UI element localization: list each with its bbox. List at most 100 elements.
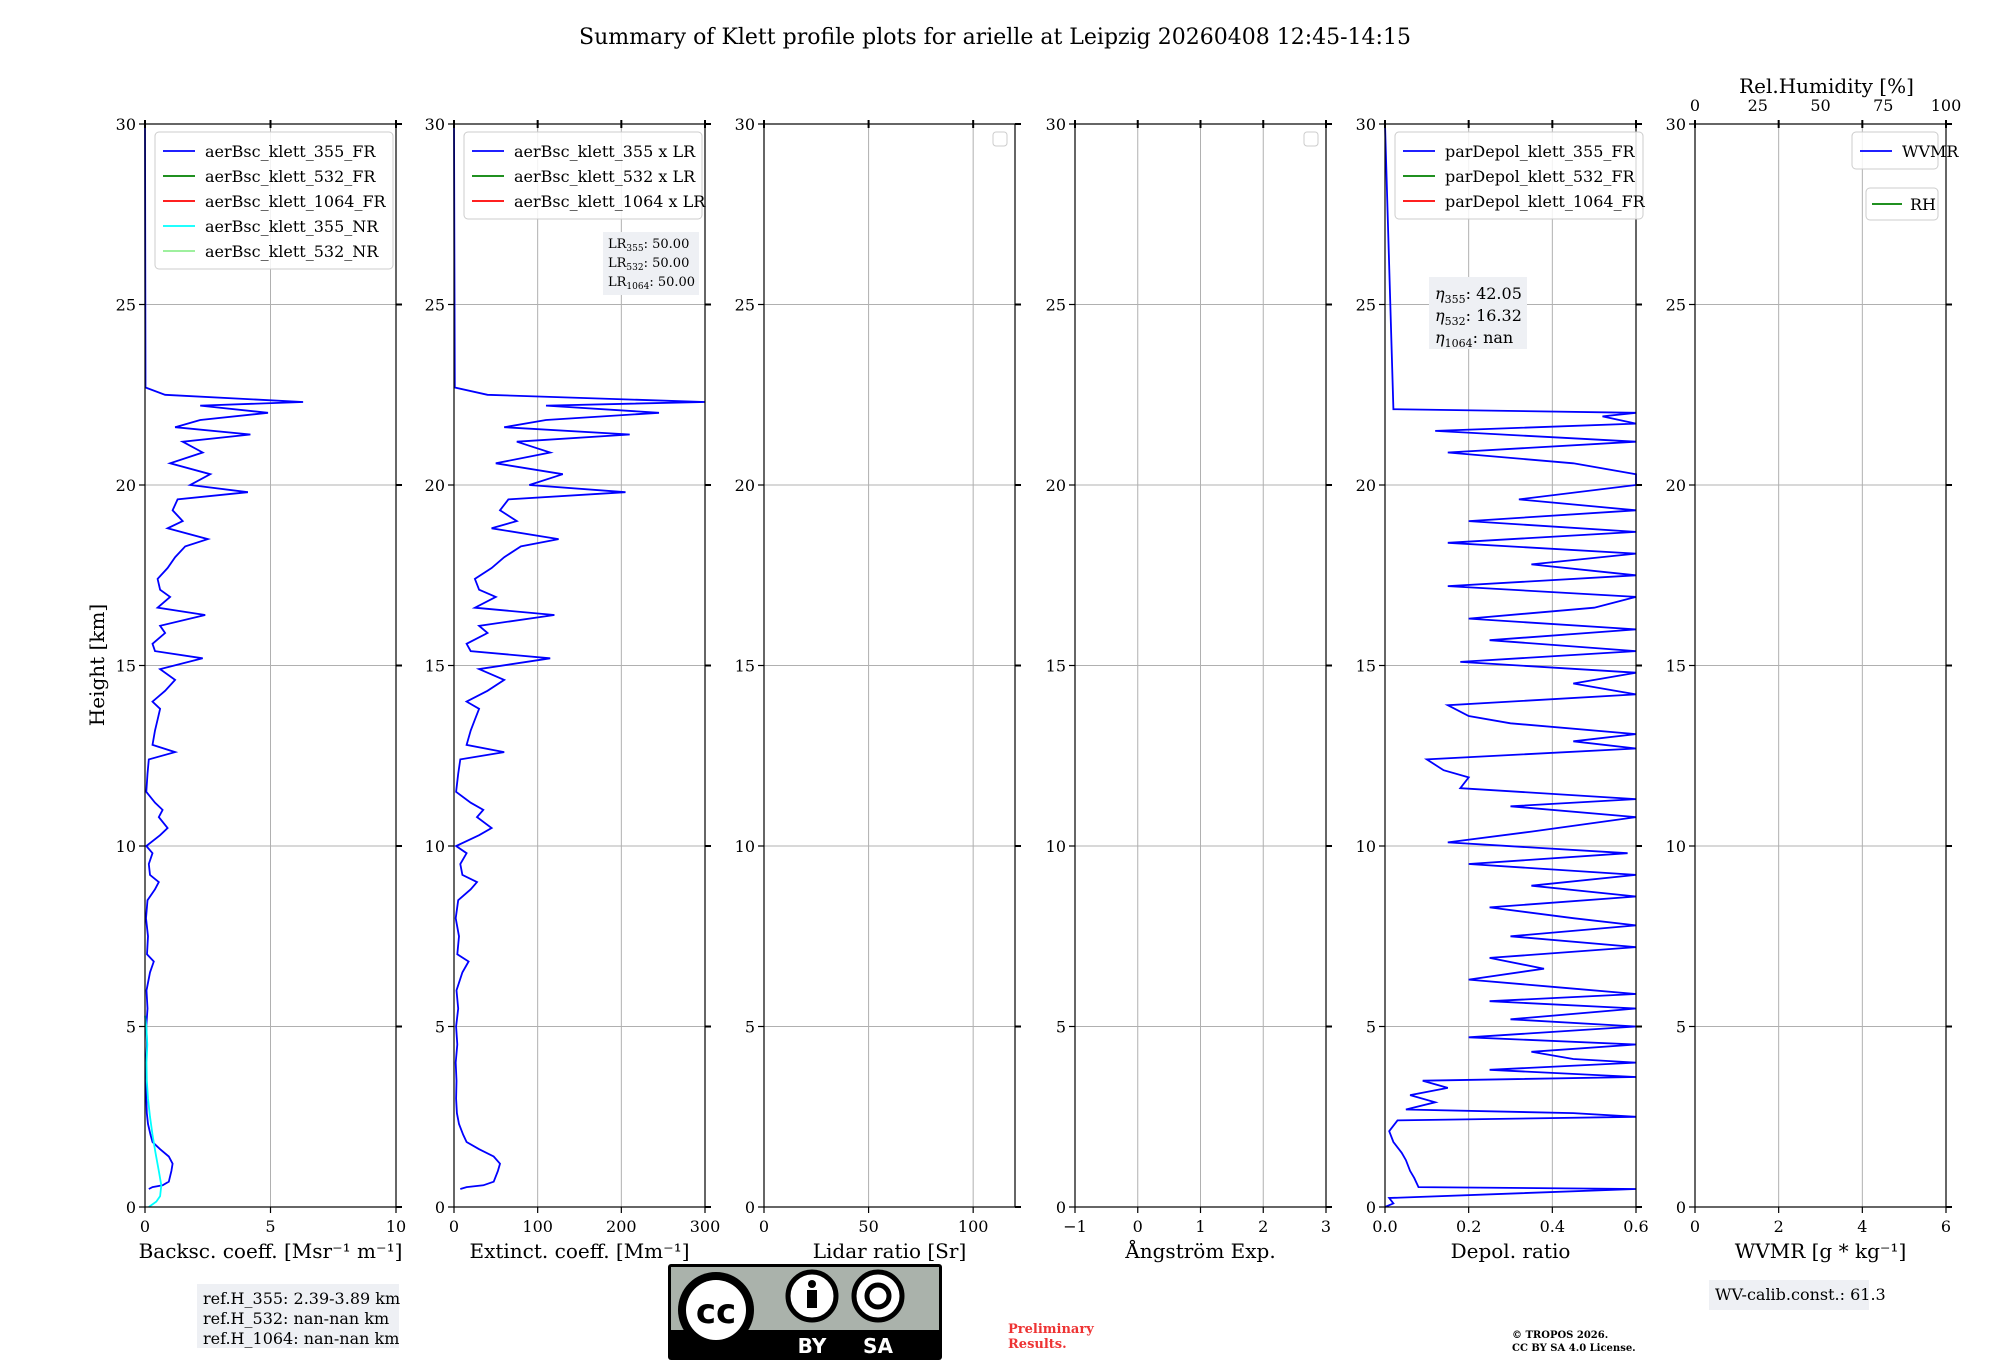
x-axis-label: Depol. ratio <box>1451 1239 1571 1263</box>
y-tick-label: 15 <box>1046 657 1066 676</box>
y-tick-label: 25 <box>1356 296 1376 315</box>
y-tick-label: 10 <box>1356 837 1376 856</box>
empty-legend-box <box>992 131 1008 147</box>
top-x-tick-label: 75 <box>1873 96 1893 115</box>
y-tick-label: 30 <box>735 115 755 134</box>
eta-annotation-box <box>1429 277 1527 349</box>
preliminary-results-line1: Preliminary <box>1008 1322 1094 1337</box>
legend: aerBsc_klett_355 x LR aerBsc_klett_532 x … <box>463 131 706 220</box>
cc-by-sa-license-badge: cc BY SA <box>668 1264 942 1360</box>
series-aerBsc_klett_355_FR <box>144 123 304 1190</box>
legend-entry: aerBsc_klett_355 x LR <box>514 142 696 161</box>
legend-entry: aerBsc_klett_532 x LR <box>514 167 696 186</box>
y-tick-label: 5 <box>1366 1018 1376 1037</box>
series-parDepol_klett_355_FR <box>1384 123 1637 1208</box>
x-tick-label: 0.2 <box>1456 1217 1481 1236</box>
x-axis-label: Backsc. coeff. [Msr⁻¹ m⁻¹] <box>139 1239 403 1263</box>
y-tick-label: 10 <box>425 837 445 856</box>
y-tick-label: 30 <box>425 115 445 134</box>
y-tick-label: 20 <box>735 476 755 495</box>
y-tick-label: 30 <box>1666 115 1686 134</box>
y-tick-label: 0 <box>1676 1198 1686 1217</box>
x-tick-label: 6 <box>1941 1217 1951 1236</box>
legend: WVMR <box>1851 131 1959 170</box>
legend: aerBsc_klett_355_FR aerBsc_klett_532_FRae… <box>154 131 394 270</box>
y-tick-label: 25 <box>735 296 755 315</box>
panel-lr: 0 5 10 15 20 25 30 0 50 100 Lidar ratio [Sr] <box>735 115 1021 1263</box>
y-tick-label: 20 <box>1046 476 1066 495</box>
x-tick-label: 0 <box>759 1217 769 1236</box>
y-tick-label: 15 <box>735 657 755 676</box>
copyright-line1: © TROPOS 2026. <box>1512 1330 1608 1341</box>
y-tick-label: 5 <box>435 1018 445 1037</box>
y-tick-label: 10 <box>1046 837 1066 856</box>
y-tick-label: 15 <box>1356 657 1376 676</box>
series-aerBsc_klett_355_NR <box>144 1015 163 1208</box>
preliminary-results-line2: Results. <box>1008 1337 1067 1352</box>
x-tick-label: 2 <box>1774 1217 1784 1236</box>
legend-entry: WVMR <box>1902 142 1959 161</box>
top-x-tick-label: 25 <box>1748 96 1768 115</box>
y-tick-label: 10 <box>1666 837 1686 856</box>
figure-title: Summary of Klett profile plots for ariel… <box>579 25 1411 50</box>
x-tick-label: 5 <box>265 1217 275 1236</box>
y-tick-label: 10 <box>116 837 136 856</box>
top-x-tick-label: 0 <box>1690 96 1700 115</box>
lr-annotation-line: LR1064: 50.00 <box>608 275 695 292</box>
sa-share-alike-icon <box>851 1269 905 1323</box>
y-tick-label: 5 <box>1056 1018 1066 1037</box>
y-axis-label: Height [km] <box>85 604 109 726</box>
x-tick-label: 50 <box>858 1217 878 1236</box>
eta-annotation-line: η532: 16.32 <box>1435 306 1522 328</box>
x-axis-label: WVMR [g * kg⁻¹] <box>1735 1239 1907 1263</box>
lr-annotation-box <box>603 232 699 295</box>
y-tick-label: 0 <box>1366 1198 1376 1217</box>
legend-entry: parDepol_klett_355_FR <box>1445 142 1636 161</box>
top-x-axis-label: Rel.Humidity [%] <box>1739 74 1914 98</box>
y-tick-label: 20 <box>1666 476 1686 495</box>
cc-label: cc <box>696 1292 736 1332</box>
x-tick-label: 2 <box>1258 1217 1268 1236</box>
x-tick-label: 0.6 <box>1623 1217 1648 1236</box>
x-axis-label: Extinct. coeff. [Mm⁻¹] <box>469 1239 689 1263</box>
y-tick-label: 25 <box>1666 296 1686 315</box>
x-tick-label: 200 <box>606 1217 637 1236</box>
legend-entry: aerBsc_klett_1064 x LR <box>514 192 706 211</box>
legend-entry: RH <box>1910 195 1936 214</box>
annotation-line: ref.H_1064: nan-nan km <box>203 1329 399 1348</box>
legend-frame <box>154 131 394 270</box>
panel-dep: 0 5 10 15 20 25 30 0.0 0.2 0.4 0.6 Depol. ratio parD… <box>1356 115 1649 1263</box>
legend-entry: aerBsc_klett_532_NR <box>205 242 379 261</box>
x-tick-label: 100 <box>522 1217 553 1236</box>
legend-frame <box>1394 131 1644 220</box>
x-tick-label: 0 <box>1690 1217 1700 1236</box>
y-tick-label: 0 <box>126 1198 136 1217</box>
x-tick-label: 0 <box>1133 1217 1143 1236</box>
legend-entry: aerBsc_klett_1064_FR <box>205 192 387 211</box>
annotation-box <box>197 1284 399 1348</box>
legend-entry: aerBsc_klett_355_FR <box>205 142 376 161</box>
y-tick-label: 25 <box>116 296 136 315</box>
x-tick-label: −1 <box>1063 1217 1087 1236</box>
y-tick-label: 0 <box>435 1198 445 1217</box>
top-x-tick-label: 100 <box>1931 96 1962 115</box>
lr-annotation-line: LR355: 50.00 <box>608 237 689 254</box>
x-tick-label: 0.4 <box>1540 1217 1565 1236</box>
x-tick-label: 0.0 <box>1372 1217 1397 1236</box>
panel-bsc: 0 5 10 15 20 25 30 0 5 10 Backsc. coeff. [Msr⁻¹ m⁻… <box>116 115 406 1348</box>
y-tick-label: 15 <box>1666 657 1686 676</box>
y-tick-label: 20 <box>1356 476 1376 495</box>
y-tick-label: 15 <box>425 657 445 676</box>
top-x-tick-label: 50 <box>1810 96 1830 115</box>
y-tick-label: 10 <box>735 837 755 856</box>
legend-frame <box>463 131 703 220</box>
y-tick-label: 15 <box>116 657 136 676</box>
y-tick-label: 0 <box>745 1198 755 1217</box>
x-axis-label: Ångström Exp. <box>1124 1238 1275 1263</box>
annotation-line: ref.H_532: nan-nan km <box>203 1309 389 1328</box>
y-tick-label: 20 <box>425 476 445 495</box>
y-tick-label: 25 <box>425 296 445 315</box>
